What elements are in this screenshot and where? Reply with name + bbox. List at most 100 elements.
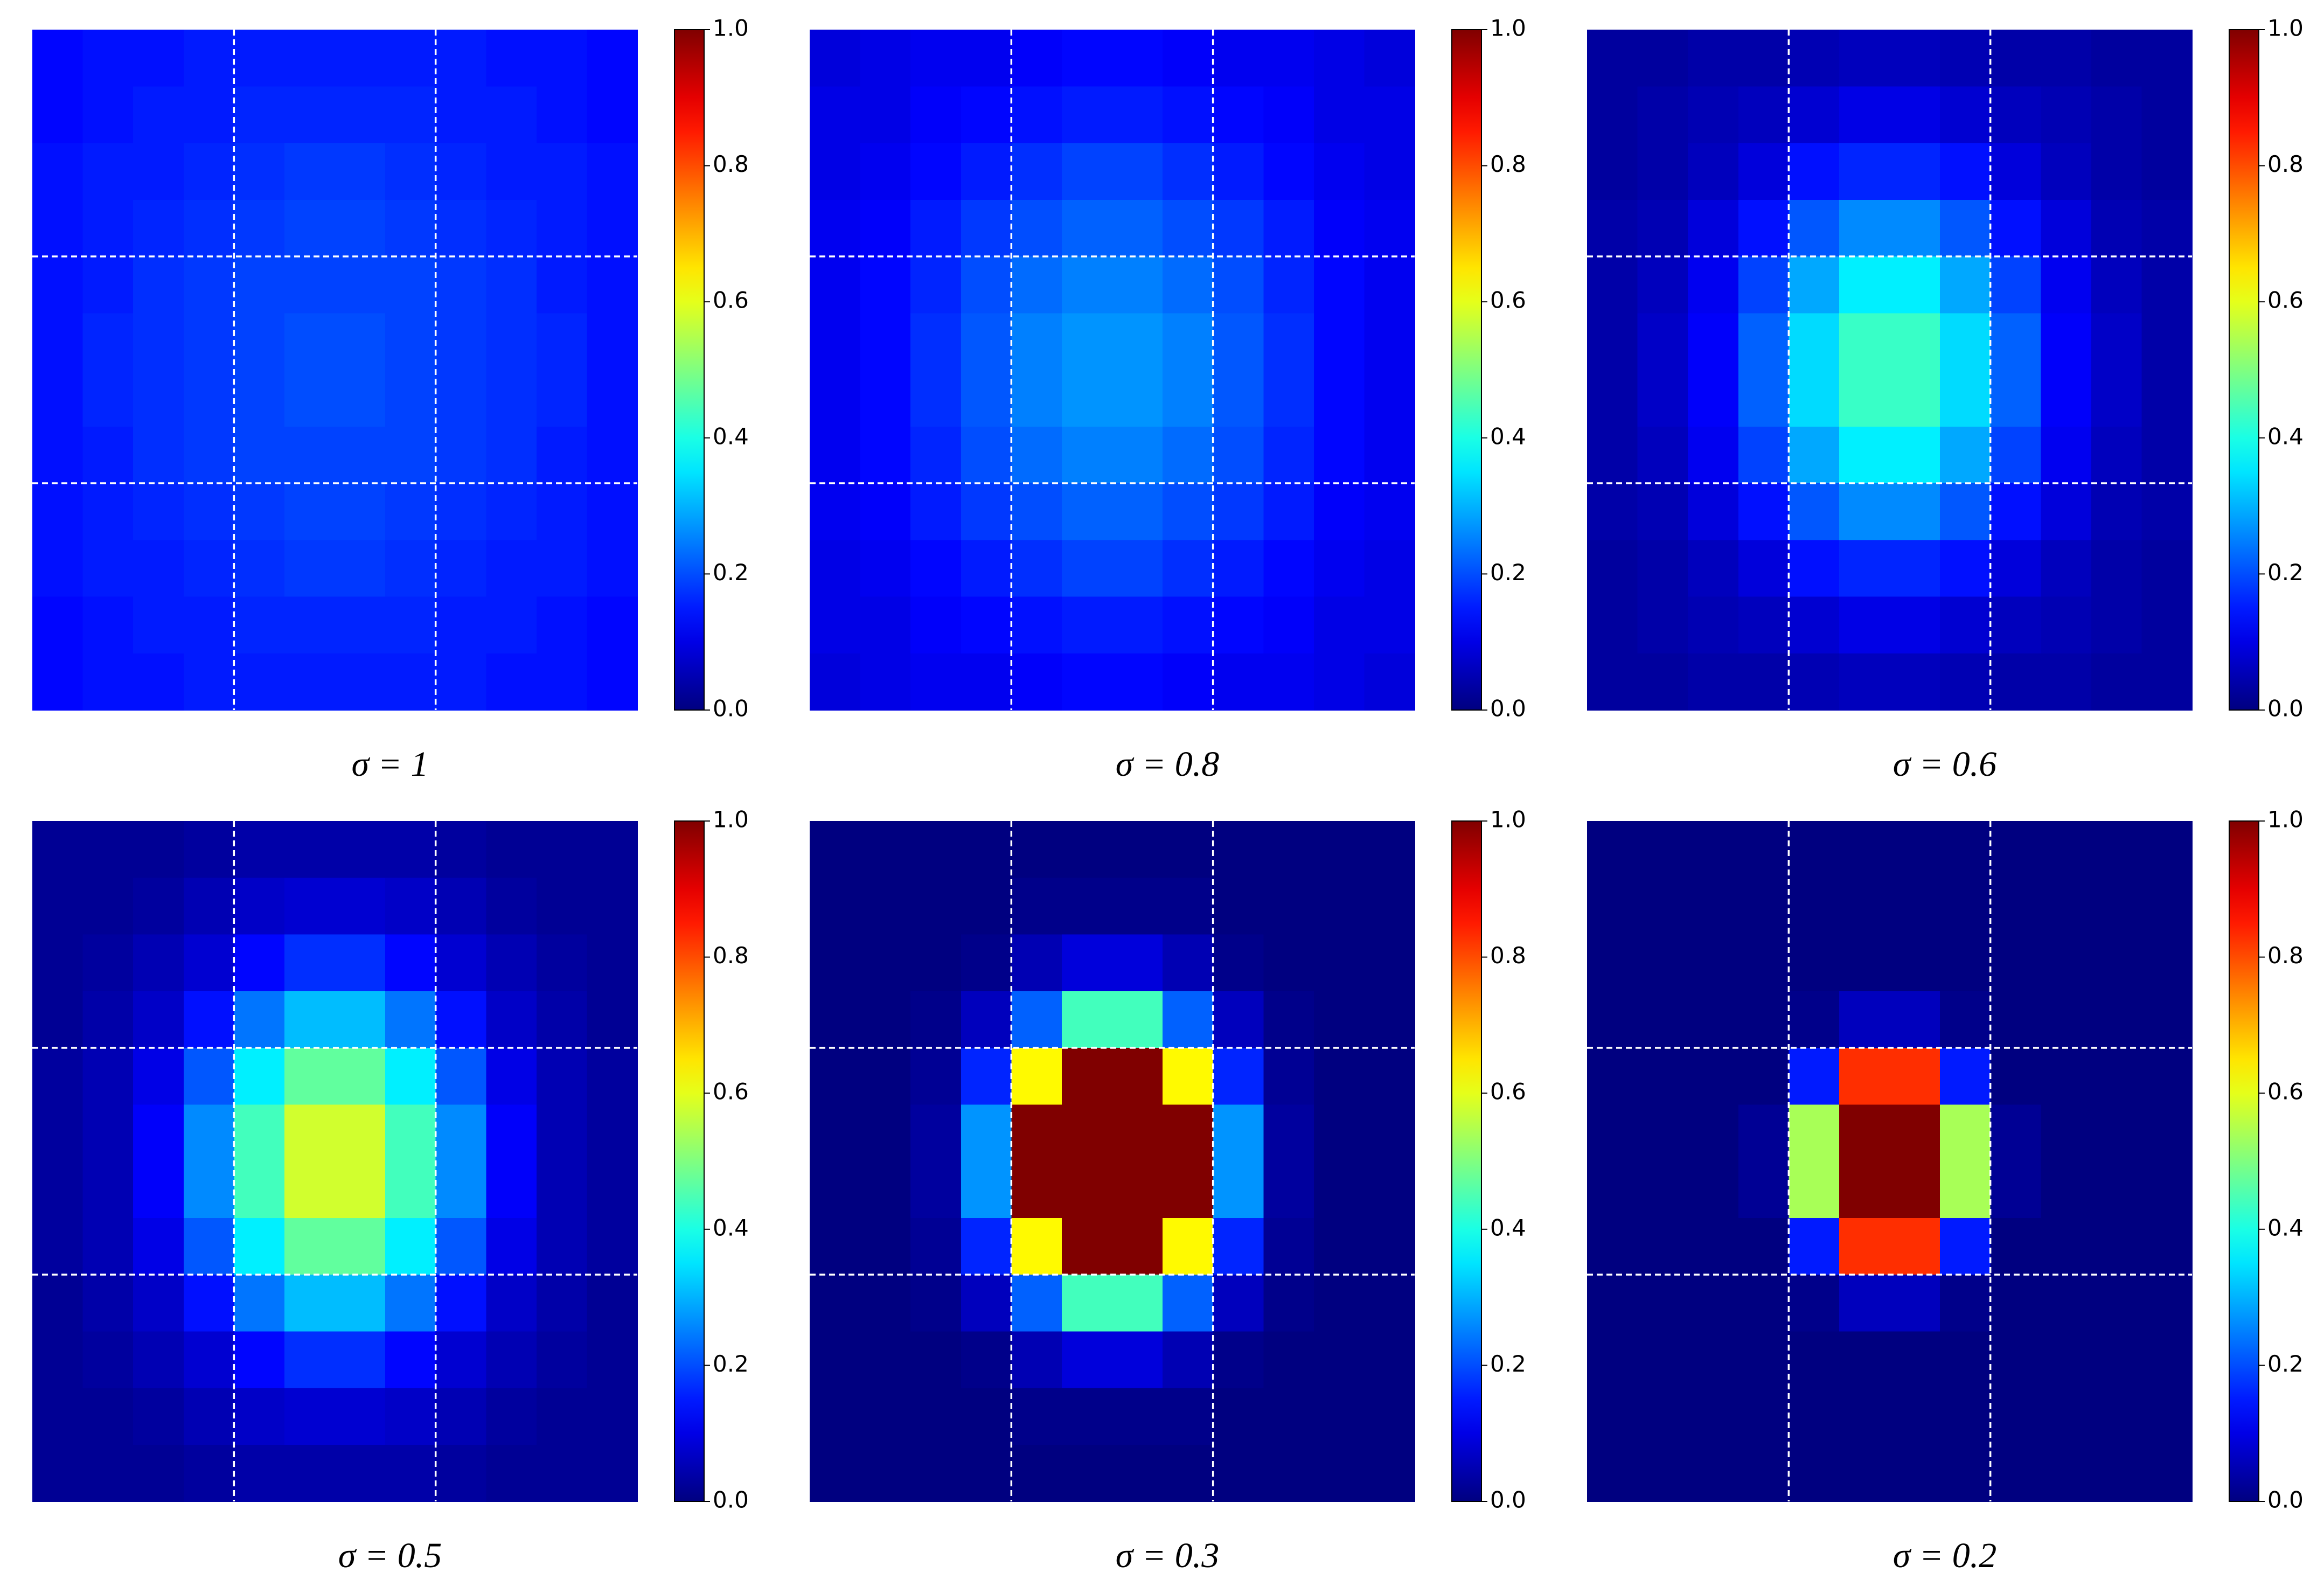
heatmap-cell (82, 370, 134, 427)
heatmap-cell (234, 934, 285, 992)
heatmap-cell (1061, 86, 1113, 144)
heatmap-cell (1587, 143, 1638, 200)
heatmap-cell (1587, 653, 1638, 711)
heatmap-cell (1112, 934, 1163, 992)
heatmap-cell (810, 1104, 861, 1162)
colorbar-tick-label: 0.0 (2267, 1487, 2304, 1513)
heatmap-cell (1990, 1444, 2042, 1502)
heatmap-cell (1163, 821, 1214, 879)
heatmap-cell (1889, 30, 1940, 87)
heatmap-cell (1061, 313, 1113, 371)
heatmap-cell (1263, 821, 1314, 879)
heatmap-cell (133, 1161, 184, 1219)
heatmap-cell (536, 483, 588, 541)
colorbar-tick-label: 0.8 (2267, 151, 2304, 177)
heatmap-cell (1940, 1444, 1991, 1502)
heatmap-cell (1313, 653, 1365, 711)
heatmap-cell (486, 30, 537, 87)
heatmap-cell (335, 483, 386, 541)
heatmap-cell (1839, 1218, 1890, 1275)
heatmap-cell (1637, 934, 1688, 992)
heatmap-cell (1061, 483, 1113, 541)
heatmap-cell (961, 540, 1012, 597)
heatmap-cell (587, 483, 638, 541)
heatmap-cell (435, 30, 487, 87)
heatmap-cell (910, 1161, 962, 1219)
heatmap-cell (1889, 313, 1940, 371)
heatmap-cell (1839, 540, 1890, 597)
heatmap-cell (284, 991, 336, 1048)
heatmap-cell (810, 1048, 861, 1105)
heatmap-cell (2141, 1275, 2193, 1332)
heatmap-cell (1061, 821, 1113, 879)
heatmap-cell (1061, 1048, 1113, 1105)
panel: 0.0 0.2 0.4 0.6 0.8 1.0 σ = 0.2 (1587, 806, 2304, 1575)
colorbar-tick-label: 0.2 (2267, 559, 2304, 586)
heatmap-cell (1313, 991, 1365, 1048)
heatmap-cell (284, 426, 336, 484)
heatmap-cell (860, 878, 911, 935)
heatmap-cell (1587, 596, 1638, 654)
heatmap-cell (1011, 1388, 1062, 1445)
colorbar (2229, 29, 2259, 711)
heatmap-cell (536, 821, 588, 879)
heatmap-cell (1738, 313, 1790, 371)
heatmap-cell (385, 256, 436, 314)
heatmap-cell (1940, 483, 1991, 541)
heatmap-cell (133, 1275, 184, 1332)
heatmap-cell (1364, 821, 1415, 879)
heatmap-cell (860, 30, 911, 87)
heatmap-cell (860, 596, 911, 654)
heatmap-cell (435, 1388, 487, 1445)
heatmap-cell (1213, 86, 1264, 144)
heatmap-cell (284, 1331, 336, 1389)
heatmap-cell (1213, 1048, 1264, 1105)
heatmap-cell (1163, 143, 1214, 200)
colorbar-tick-label: 0.4 (2267, 1214, 2304, 1241)
heatmap-cell (435, 313, 487, 371)
heatmap-cell (1688, 483, 1739, 541)
heatmap-cell (1061, 143, 1113, 200)
heatmap-cell (1637, 1388, 1688, 1445)
heatmap-cell (335, 653, 386, 711)
heatmap-cell (810, 821, 861, 879)
heatmap-cell (1263, 1161, 1314, 1219)
heatmap-cell (1889, 199, 1940, 257)
heatmap-cell (1213, 991, 1264, 1048)
heatmap-cell (234, 30, 285, 87)
heatmap-cell (1990, 934, 2042, 992)
heatmap-cell (1738, 199, 1790, 257)
heatmap-cell (910, 821, 962, 879)
heatmap-cell (1587, 878, 1638, 935)
heatmap-cell (2091, 143, 2142, 200)
heatmap-cell (1163, 1331, 1214, 1389)
heatmap-cell (1213, 934, 1264, 992)
heatmap-cell (1990, 1048, 2042, 1105)
heatmap-cell (1112, 653, 1163, 711)
heatmap-cell (1738, 1444, 1790, 1502)
heatmap-cell (1839, 1388, 1890, 1445)
heatmap-cell (82, 878, 134, 935)
heatmap-cell (860, 991, 911, 1048)
heatmap-cell (2091, 653, 2142, 711)
heatmap-cell (1061, 540, 1113, 597)
heatmap-cell (385, 1388, 436, 1445)
heatmap-cell (32, 540, 84, 597)
colorbar-tick-label: 0.6 (713, 287, 749, 314)
heatmap-cell (1889, 1048, 1940, 1105)
heatmap-cell (1789, 30, 1840, 87)
heatmap-cell (910, 1388, 962, 1445)
heatmap-cell (1213, 313, 1264, 371)
heatmap-cell (1213, 878, 1264, 935)
heatmap-cell (1889, 991, 1940, 1048)
panel: 0.0 0.2 0.4 0.6 0.8 1.0 σ = 0.8 (810, 15, 1526, 784)
heatmap-cell (1889, 653, 1940, 711)
heatmap-cell (961, 878, 1012, 935)
heatmap-cell (2091, 199, 2142, 257)
heatmap-cell (183, 596, 235, 654)
heatmap-cell (1011, 143, 1062, 200)
heatmap-cell (486, 256, 537, 314)
heatmap-cell (2041, 1388, 2092, 1445)
heatmap-cell (335, 199, 386, 257)
